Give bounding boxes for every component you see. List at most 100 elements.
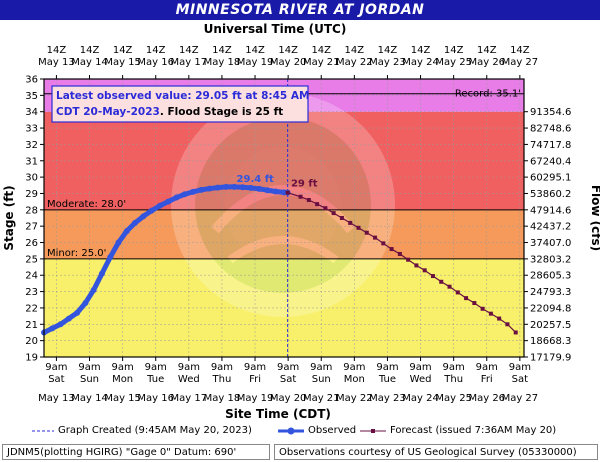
- observed-date-line: CDT 20-May-2023. Flood Stage is 25 ft: [56, 106, 283, 118]
- utc-tick-date-4: May 17: [171, 57, 208, 68]
- y-tick-label-9: 28: [25, 205, 38, 216]
- utc-tick-date-12: May 25: [435, 57, 472, 68]
- x-tick-day-12: Thu: [443, 374, 463, 385]
- forecast-point-6: [339, 216, 344, 220]
- x-tick-date-2: May 15: [104, 393, 141, 404]
- chart-title: MINNESOTA RIVER AT JORDAN: [175, 2, 425, 18]
- title-bar: [0, 0, 600, 20]
- minor-label: Minor: 25.0': [47, 248, 106, 259]
- datum-info: JDNM5(plotting HGIRG) "Gage 0" Datum: 69…: [2, 444, 270, 460]
- observed-point-27: [264, 187, 271, 194]
- observed-point-6: [90, 286, 97, 293]
- utc-tick-time-7: 14Z: [278, 45, 298, 56]
- x-tick-time-14: 9am: [509, 362, 531, 373]
- x-tick-day-14: Sat: [512, 374, 528, 385]
- moderate-label: Moderate: 28.0': [47, 199, 126, 210]
- flow-tick-label-0: 17179.9: [530, 353, 571, 364]
- forecast-point-19: [447, 284, 452, 289]
- x-tick-time-10: 9am: [376, 362, 398, 373]
- observed-point-18: [189, 188, 196, 195]
- forecast-point-5: [331, 211, 336, 216]
- observed-legend-swatch: [278, 427, 304, 435]
- x-tick-day-2: Mon: [112, 374, 133, 385]
- legend: Graph Created (9:45AM May 20, 2023) Obse…: [2, 424, 598, 438]
- forecast-point-10: [373, 235, 378, 240]
- x-tick-date-13: May 26: [468, 393, 505, 404]
- hydrograph-chart: 19 20 21 22 23 24 25 26 27 28 29 30 31 32 33 34 35 36 1717…: [2, 22, 600, 421]
- utc-tick-date-6: May 19: [237, 57, 274, 68]
- annotation-box: Latest observed value: 29.05 ft at 8:45 …: [51, 85, 309, 123]
- forecast-point-20: [455, 290, 460, 295]
- utc-tick-time-8: 14Z: [311, 45, 331, 56]
- utc-tick-date-9: May 22: [336, 57, 373, 68]
- utc-tick-time-2: 14Z: [113, 45, 133, 56]
- x-tick-day-11: Wed: [410, 374, 432, 385]
- utc-tick-time-13: 14Z: [477, 45, 497, 56]
- observed-point-1: [49, 325, 56, 332]
- x-tick-date-6: May 19: [237, 393, 274, 404]
- flow-tick-label-15: 91354.6: [530, 107, 571, 118]
- record-label: Record: 35.1': [455, 89, 521, 100]
- y-tick-label-6: 25: [25, 254, 38, 265]
- forecast-point-18: [439, 279, 444, 284]
- x-tick-day-1: Sun: [80, 374, 99, 385]
- flow-tick-label-5: 28605.3: [530, 271, 571, 282]
- forecast-point-7: [348, 220, 353, 225]
- utc-tick-time-11: 14Z: [411, 45, 431, 56]
- x-tick-date-0: May 13: [38, 393, 75, 404]
- forecast-point-15: [414, 263, 419, 268]
- flow-tick-label-7: 37407.0: [530, 238, 571, 249]
- utc-tick-time-0: 14Z: [47, 45, 67, 56]
- x-tick-time-8: 9am: [310, 362, 332, 373]
- y-tick-label-11: 30: [25, 173, 38, 184]
- observed-point-9: [115, 239, 122, 246]
- observed-point-11: [132, 219, 139, 226]
- forecast-point-13: [397, 251, 402, 256]
- observed-point-13: [148, 207, 155, 214]
- observed-legend-label: Observed: [308, 425, 357, 436]
- observed-point-17: [181, 191, 188, 198]
- forecast-point-12: [389, 247, 394, 252]
- labels: Universal Time (UTC) Site Time (CDT) Stage…: [2, 22, 600, 421]
- observations-credit: Observations courtesy of US Geological S…: [274, 444, 598, 460]
- x-tick-time-12: 9am: [443, 362, 465, 373]
- utc-tick-date-3: May 16: [137, 57, 174, 68]
- x-tick-time-0: 9am: [45, 362, 67, 373]
- utc-tick-date-7: May 20: [270, 57, 307, 68]
- utc-tick-date-13: May 26: [468, 57, 505, 68]
- y-tick-label-5: 24: [25, 271, 38, 282]
- grid-lines: [44, 78, 524, 358]
- utc-tick-time-1: 14Z: [80, 45, 100, 56]
- forecast-point-0: [285, 190, 290, 195]
- x-tick-time-2: 9am: [112, 362, 134, 373]
- latest-observed-text: Latest observed value: 29.05 ft at 8:45 …: [56, 90, 309, 102]
- y-tick-label-12: 31: [25, 156, 38, 167]
- x-tick-time-13: 9am: [476, 362, 498, 373]
- forecast-point-25: [497, 316, 502, 321]
- utc-tick-time-12: 14Z: [444, 45, 464, 56]
- observed-point-24: [239, 184, 246, 191]
- noaa-watermark: [171, 93, 395, 317]
- flow-tick-label-6: 32803.2: [530, 254, 571, 265]
- axes: 19 20 21 22 23 24 25 26 27 28 29 30 31 32 33 34 35 36 1717…: [25, 45, 571, 404]
- x-tick-day-6: Fri: [249, 374, 261, 385]
- series: [41, 183, 518, 336]
- forecast-point-2: [306, 198, 311, 203]
- y-axis-title: Stage (ft): [2, 185, 16, 250]
- utc-tick-time-5: 14Z: [212, 45, 232, 56]
- flow-tick-label-8: 42437.2: [530, 222, 571, 233]
- flow-tick-label-3: 22094.8: [530, 303, 571, 314]
- utc-tick-date-0: May 13: [38, 57, 75, 68]
- observed-point-23: [231, 183, 238, 190]
- y-tick-label-10: 29: [25, 189, 38, 200]
- utc-tick-time-14: 14Z: [510, 45, 530, 56]
- x-axis-title: Site Time (CDT): [225, 407, 331, 421]
- plot-frame: [43, 78, 525, 358]
- x-tick-date-11: May 24: [402, 393, 439, 404]
- x-tick-day-8: Sun: [312, 374, 331, 385]
- observed-point-22: [223, 183, 230, 190]
- y-tick-label-1: 20: [25, 336, 38, 347]
- x-tick-date-8: May 21: [303, 393, 340, 404]
- x-tick-day-5: Thu: [212, 374, 232, 385]
- y-tick-label-14: 33: [25, 124, 38, 135]
